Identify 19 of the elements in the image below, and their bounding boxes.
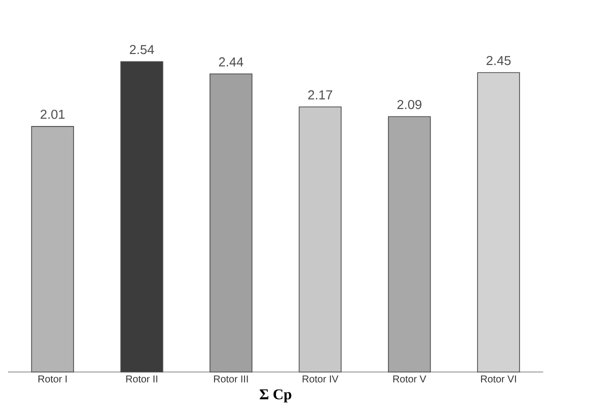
x-tick-label: Rotor VI [481,376,516,382]
x-axis-title: Σ Cp [260,389,292,402]
data-label: 2.09 [397,100,422,110]
x-tick-label: Rotor V [393,376,426,382]
bar [388,116,431,372]
x-tick-label: Rotor II [126,376,158,382]
bar [210,73,252,372]
x-tick-label: Rotor III [214,376,248,382]
bar [31,126,74,372]
data-label: 2.44 [219,57,244,66]
bar [120,61,164,372]
data-label: 2.54 [130,44,154,54]
bar [477,72,520,372]
bar [298,106,342,372]
x-tick-label: Rotor I [38,376,67,382]
data-label: 2.17 [308,90,332,100]
data-label: 2.01 [40,110,65,119]
data-label: 2.45 [486,56,511,66]
x-tick-label: Rotor IV [302,376,338,382]
